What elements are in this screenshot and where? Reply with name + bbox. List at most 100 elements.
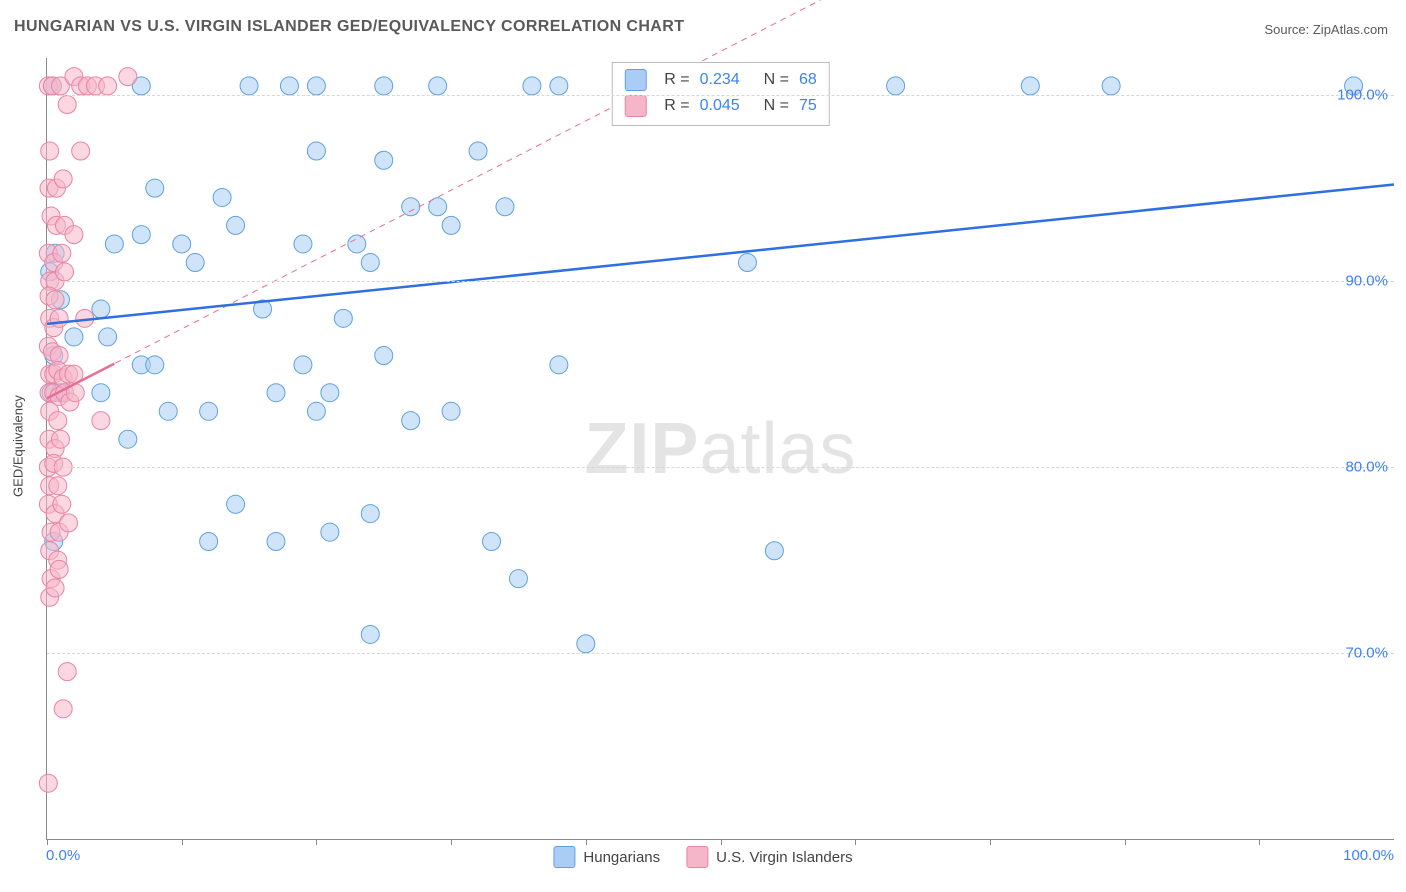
chart-container: HUNGARIAN VS U.S. VIRGIN ISLANDER GED/EQ…	[0, 0, 1406, 892]
scatter-point-hungarians	[173, 235, 191, 253]
scatter-point-usvi	[41, 142, 59, 160]
scatter-point-hungarians	[146, 179, 164, 197]
y-axis-label: GED/Equivalency	[11, 395, 26, 497]
y-tick-label: 70.0%	[1345, 645, 1388, 662]
chart-svg	[47, 58, 1394, 839]
scatter-point-hungarians	[200, 402, 218, 420]
legend-label: U.S. Virgin Islanders	[716, 849, 852, 866]
trendline-usvi	[47, 0, 1394, 398]
y-tick-label: 80.0%	[1345, 459, 1388, 476]
legend-item: U.S. Virgin Islanders	[686, 846, 852, 868]
y-tick-label: 100.0%	[1337, 87, 1388, 104]
scatter-point-hungarians	[523, 77, 541, 95]
r-label: R =	[664, 97, 689, 115]
x-tick-mark	[182, 839, 183, 845]
scatter-point-usvi	[49, 412, 67, 430]
scatter-point-hungarians	[361, 505, 379, 523]
scatter-point-usvi	[119, 68, 137, 86]
scatter-point-hungarians	[186, 254, 204, 272]
legend-swatch	[553, 846, 575, 868]
scatter-point-hungarians	[442, 402, 460, 420]
chart-title: HUNGARIAN VS U.S. VIRGIN ISLANDER GED/EQ…	[14, 18, 684, 36]
gridline	[47, 467, 1394, 468]
scatter-point-hungarians	[267, 532, 285, 550]
scatter-point-hungarians	[92, 384, 110, 402]
scatter-point-hungarians	[227, 216, 245, 234]
scatter-point-hungarians	[92, 300, 110, 318]
scatter-point-hungarians	[765, 542, 783, 560]
scatter-point-hungarians	[738, 254, 756, 272]
x-tick-mark	[586, 839, 587, 845]
scatter-point-usvi	[99, 77, 117, 95]
scatter-point-hungarians	[99, 328, 117, 346]
x-tick-mark	[721, 839, 722, 845]
scatter-point-hungarians	[348, 235, 366, 253]
scatter-point-hungarians	[119, 430, 137, 448]
scatter-point-hungarians	[496, 198, 514, 216]
scatter-point-hungarians	[307, 402, 325, 420]
gridline	[47, 95, 1394, 96]
x-tick-mark	[1125, 839, 1126, 845]
scatter-point-hungarians	[307, 77, 325, 95]
scatter-point-hungarians	[509, 570, 527, 588]
scatter-point-hungarians	[402, 198, 420, 216]
scatter-point-usvi	[65, 226, 83, 244]
scatter-point-hungarians	[321, 523, 339, 541]
y-tick-label: 90.0%	[1345, 273, 1388, 290]
scatter-point-hungarians	[227, 495, 245, 513]
gridline	[47, 281, 1394, 282]
scatter-point-usvi	[46, 579, 64, 597]
scatter-point-hungarians	[429, 77, 447, 95]
scatter-point-hungarians	[132, 226, 150, 244]
scatter-point-usvi	[60, 514, 78, 532]
r-value: 0.234	[700, 71, 754, 89]
x-axis-max-label: 100.0%	[1343, 847, 1394, 864]
scatter-point-usvi	[53, 244, 71, 262]
scatter-point-usvi	[50, 309, 68, 327]
scatter-point-hungarians	[577, 635, 595, 653]
scatter-point-hungarians	[280, 77, 298, 95]
r-value: 0.045	[700, 97, 754, 115]
trendline-hungarians	[47, 184, 1394, 323]
scatter-point-hungarians	[361, 254, 379, 272]
x-axis-min-label: 0.0%	[46, 847, 80, 864]
legend-bottom: Hungarians U.S. Virgin Islanders	[553, 846, 852, 868]
stats-swatch	[624, 69, 646, 91]
source-label: Source: ZipAtlas.com	[1264, 22, 1388, 37]
scatter-point-usvi	[53, 495, 71, 513]
scatter-point-usvi	[39, 774, 57, 792]
scatter-point-hungarians	[375, 77, 393, 95]
x-tick-mark	[47, 839, 48, 845]
scatter-point-hungarians	[483, 532, 501, 550]
scatter-point-hungarians	[550, 356, 568, 374]
scatter-point-hungarians	[294, 235, 312, 253]
stats-legend-box: R =0.234N =68R =0.045N =75	[611, 62, 829, 126]
scatter-point-usvi	[54, 700, 72, 718]
stats-row: R = 0.234 N = 68	[624, 67, 816, 93]
n-label: N =	[764, 71, 789, 89]
scatter-point-usvi	[50, 560, 68, 578]
scatter-point-usvi	[56, 263, 74, 281]
scatter-point-hungarians	[375, 151, 393, 169]
n-value: 68	[799, 71, 817, 89]
scatter-point-usvi	[92, 412, 110, 430]
scatter-point-hungarians	[334, 309, 352, 327]
scatter-point-usvi	[58, 95, 76, 113]
scatter-point-usvi	[72, 142, 90, 160]
scatter-point-usvi	[51, 430, 69, 448]
scatter-point-hungarians	[361, 625, 379, 643]
scatter-point-hungarians	[213, 188, 231, 206]
scatter-point-hungarians	[65, 328, 83, 346]
scatter-point-hungarians	[375, 347, 393, 365]
legend-label: Hungarians	[583, 849, 660, 866]
scatter-point-usvi	[58, 663, 76, 681]
x-tick-mark	[855, 839, 856, 845]
legend-item: Hungarians	[553, 846, 660, 868]
scatter-point-hungarians	[159, 402, 177, 420]
scatter-point-hungarians	[267, 384, 285, 402]
r-label: R =	[664, 71, 689, 89]
scatter-point-hungarians	[469, 142, 487, 160]
x-tick-mark	[990, 839, 991, 845]
scatter-point-hungarians	[550, 77, 568, 95]
scatter-point-hungarians	[442, 216, 460, 234]
